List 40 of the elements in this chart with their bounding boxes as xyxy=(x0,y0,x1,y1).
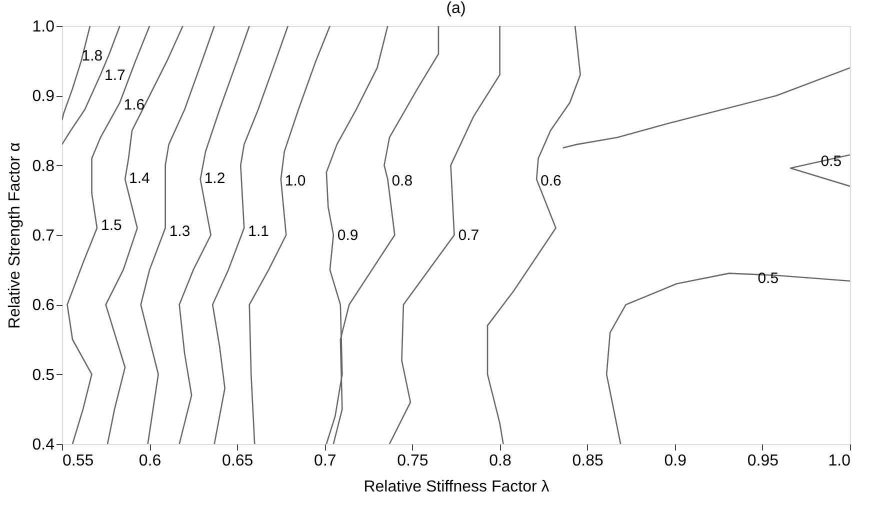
x-tick-label: 0.7 xyxy=(314,452,336,470)
annotation: 1.5 xyxy=(101,217,122,234)
x-tick-label: 0.85 xyxy=(572,452,604,470)
y-tick-label: 0.8 xyxy=(32,158,55,175)
y-tick-label: 0.4 xyxy=(32,436,55,454)
annotation: 0.5 xyxy=(758,270,779,288)
annotation: 1.3 xyxy=(169,222,190,240)
y-axis-title: Relative Strength Factor α xyxy=(6,142,24,329)
x-tick-label: 0.55 xyxy=(62,452,94,470)
annotation: 1.2 xyxy=(204,170,226,187)
x-tick-label: 0.95 xyxy=(747,452,779,470)
line-series xyxy=(606,272,850,444)
x-axis-title: Relative Stiffness Factor λ xyxy=(364,478,550,496)
annotation: 1.1 xyxy=(248,222,269,240)
line-series xyxy=(388,26,500,444)
x-tick-label: 0.8 xyxy=(489,452,512,470)
y-tick-label: 0.5 xyxy=(32,366,55,384)
annotation: 1.0 xyxy=(284,172,306,190)
y-tick-label: 1.0 xyxy=(32,18,55,36)
annotation: 1.6 xyxy=(124,96,145,114)
x-tick-label: 1.0 xyxy=(828,452,851,470)
annotation: 0.7 xyxy=(458,227,480,244)
y-tick-label: 0.7 xyxy=(32,228,55,244)
annotation: 1.4 xyxy=(129,170,150,187)
annotation: 0.6 xyxy=(540,172,562,190)
annotation: 0.9 xyxy=(337,227,358,244)
annotation: 1.7 xyxy=(104,66,126,84)
y-tick-label: 0.9 xyxy=(32,88,55,106)
line-series xyxy=(248,26,331,444)
x-tick-label: 0.9 xyxy=(664,452,687,470)
annotation: 0.8 xyxy=(392,172,413,190)
y-tick-label: 0.6 xyxy=(32,297,55,314)
line-series xyxy=(66,26,150,444)
x-tick-label: 0.65 xyxy=(222,452,254,470)
annotation: 1.8 xyxy=(82,47,103,64)
x-tick-label: 0.75 xyxy=(397,452,428,470)
chart-title: (a) xyxy=(446,0,466,17)
x-tick-label: 0.6 xyxy=(138,452,162,470)
line-series xyxy=(486,26,581,444)
line-series xyxy=(562,67,850,149)
